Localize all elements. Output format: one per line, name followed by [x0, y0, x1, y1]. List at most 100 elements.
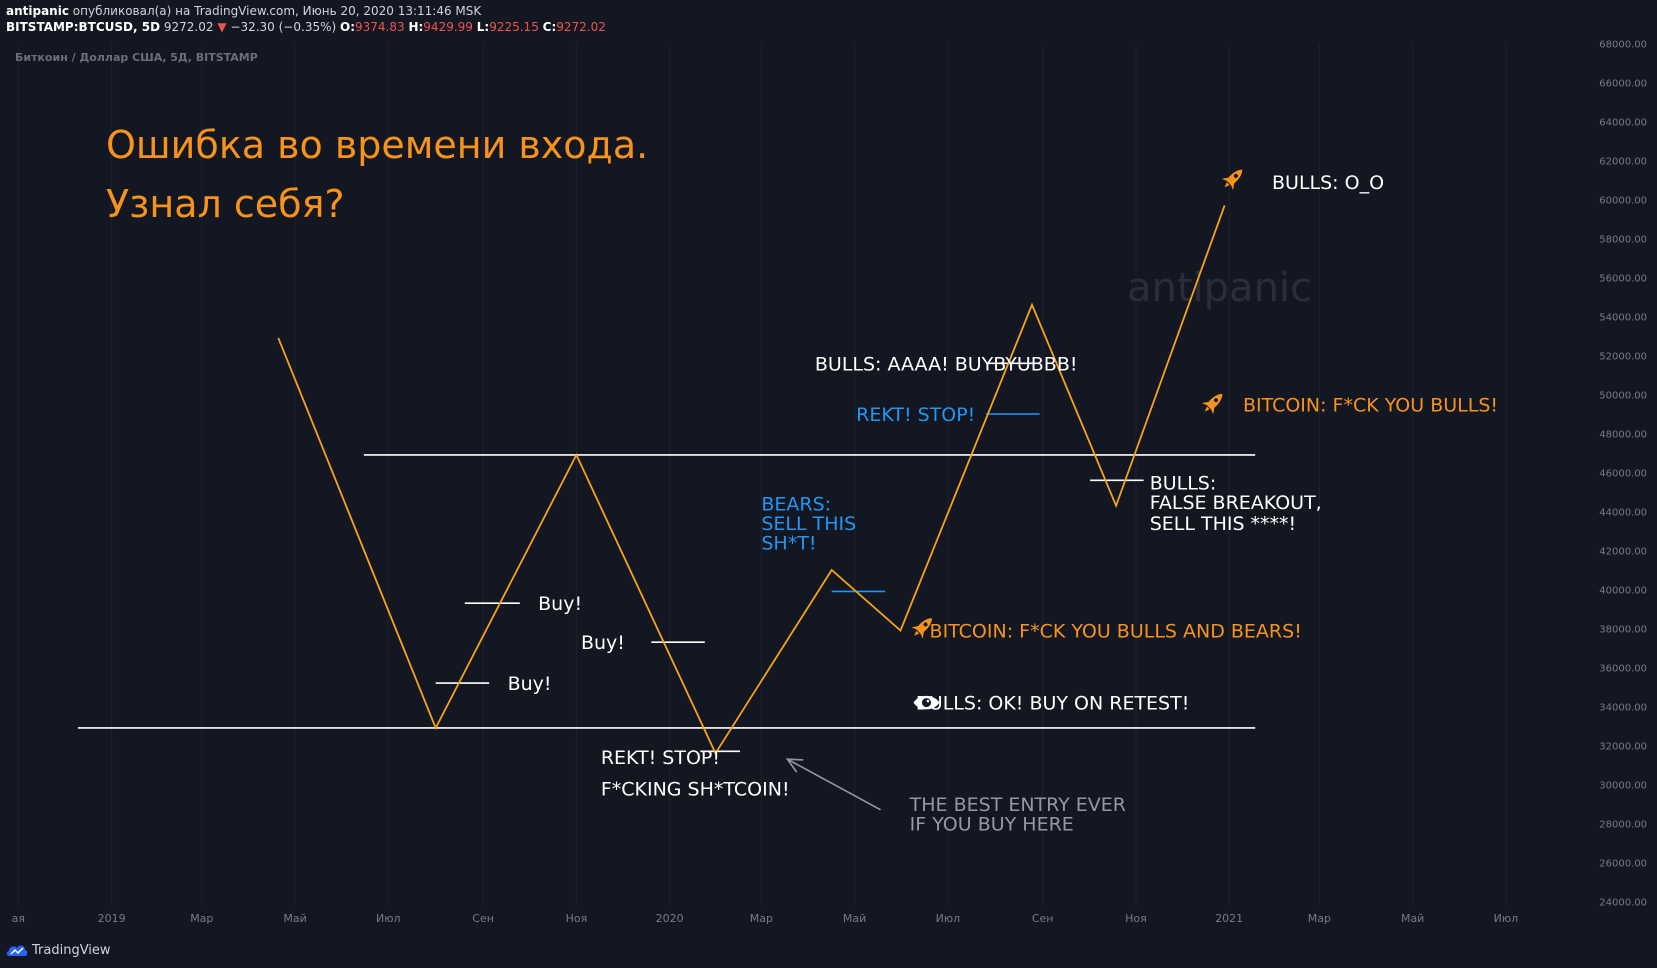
- rocket-flame: [1204, 406, 1210, 412]
- open-label: O:: [340, 20, 355, 34]
- eye-pupil: [921, 698, 931, 708]
- x-tick-label: Ноя: [566, 912, 588, 925]
- price-change: −32.30 (−0.35%): [230, 20, 337, 34]
- rocket-fin: [911, 625, 925, 639]
- arrow-head: [785, 758, 804, 773]
- y-tick-label: 68000.00: [1599, 40, 1647, 51]
- high-label: H:: [408, 20, 424, 34]
- y-tick-label: 62000.00: [1599, 157, 1647, 168]
- low-label: L:: [476, 20, 490, 34]
- price-line: [277, 205, 1226, 756]
- annotation-text: THE BEST ENTRY EVER: [909, 794, 1126, 816]
- annotation-text: SH*T!: [761, 533, 816, 555]
- y-tick-label: 64000.00: [1599, 118, 1647, 129]
- y-tick-label: 40000.00: [1599, 586, 1647, 597]
- x-tick-label: Мар: [190, 912, 213, 925]
- down-arrow-icon: ▼: [217, 20, 227, 34]
- y-tick-label: 52000.00: [1599, 352, 1647, 363]
- publication-line: antipanic опубликовал(а) на TradingView.…: [6, 4, 481, 18]
- rocket-fin: [1201, 401, 1215, 415]
- y-tick-label: 56000.00: [1599, 274, 1647, 285]
- headline-line-2: Узнал себя?: [106, 182, 345, 226]
- rocket-body: [1226, 169, 1243, 186]
- y-tick-label: 38000.00: [1599, 625, 1647, 636]
- close-value: 9272.02: [556, 20, 606, 34]
- rocket-fin: [1221, 177, 1235, 191]
- x-tick-label: 2020: [656, 912, 684, 925]
- close-label: C:: [542, 20, 557, 34]
- x-tick-label: Июл: [376, 912, 401, 925]
- x-tick-label: Мар: [1308, 912, 1331, 925]
- rocket-window: [1214, 398, 1219, 403]
- y-tick-label: 28000.00: [1599, 820, 1647, 831]
- annotation-text: REKT! STOP!: [601, 747, 720, 769]
- arrow-shaft: [786, 758, 881, 811]
- y-tick-label: 30000.00: [1599, 781, 1647, 792]
- x-tick-label: Сен: [472, 912, 494, 925]
- y-tick-label: 34000.00: [1599, 703, 1647, 714]
- x-tick-label: 2019: [98, 912, 126, 925]
- annotation-text: BULLS: O_O: [1272, 172, 1384, 194]
- annotation-text: Buy!: [508, 673, 552, 695]
- y-tick-label: 46000.00: [1599, 469, 1647, 480]
- annotation-text: BEARS:: [761, 494, 831, 516]
- ohlc-line: BITSTAMP:BTCUSD, 5D 9272.02 ▼ −32.30 (−0…: [6, 20, 606, 34]
- high-value: 9429.99: [423, 20, 473, 34]
- tradingview-brand[interactable]: TradingView: [6, 939, 111, 961]
- y-tick-label: 36000.00: [1599, 664, 1647, 675]
- x-tick-label: Июл: [936, 912, 961, 925]
- annotation-text: Buy!: [538, 593, 582, 615]
- open-value: 9374.83: [355, 20, 405, 34]
- annotation-text: Buy!: [581, 632, 625, 654]
- published-text: опубликовал(а) на TradingView.com, Июнь …: [72, 4, 482, 18]
- symbol-label: BITSTAMP:BTCUSD, 5D: [6, 20, 161, 34]
- x-tick-label: Май: [843, 912, 866, 925]
- annotation-text: BULLS: OK! BUY ON RETEST!: [916, 693, 1190, 715]
- y-tick-label: 58000.00: [1599, 235, 1647, 246]
- y-tick-label: 50000.00: [1599, 391, 1647, 402]
- rocket-window: [923, 622, 928, 627]
- author-name[interactable]: antipanic: [6, 4, 69, 18]
- tradingview-logo-icon: [6, 945, 28, 956]
- x-tick-label: Май: [283, 912, 306, 925]
- watermark: antipanic: [1127, 265, 1312, 311]
- rocket-body: [1206, 393, 1223, 410]
- y-tick-label: 42000.00: [1599, 547, 1647, 558]
- annotation-text: SELL THIS: [761, 513, 856, 535]
- y-tick-label: 60000.00: [1599, 196, 1647, 207]
- annotation-text: REKT! STOP!: [856, 404, 975, 426]
- rocket-flame: [914, 630, 920, 636]
- levels: [77, 362, 1256, 753]
- rocket-flame: [1224, 182, 1230, 188]
- x-tick-label: Мар: [750, 912, 773, 925]
- annotation-text: SELL THIS ****!: [1150, 513, 1297, 535]
- annotation-text: BITCOIN: F*CK YOU BULLS!: [1243, 394, 1498, 416]
- eye-icon: [913, 695, 940, 710]
- last-price: 9272.02: [163, 20, 214, 34]
- x-tick-label: ая: [12, 912, 25, 925]
- y-tick-label: 44000.00: [1599, 508, 1647, 519]
- annotation-text: FALSE BREAKOUT,: [1150, 492, 1322, 514]
- rocket-icon: [1201, 393, 1223, 415]
- y-tick-label: 54000.00: [1599, 313, 1647, 324]
- y-tick-label: 48000.00: [1599, 430, 1647, 441]
- annotation-text: BITCOIN: F*CK YOU BULLS AND BEARS!: [930, 620, 1302, 642]
- annotation-text: BULLS:: [1150, 472, 1217, 494]
- brand-text: TradingView: [32, 942, 111, 958]
- x-tick-label: Май: [1401, 912, 1424, 925]
- x-tick-label: Ноя: [1125, 912, 1147, 925]
- annotation-text: F*CKING SH*TCOIN!: [601, 778, 790, 800]
- rocket-body: [916, 618, 932, 634]
- low-value: 9225.15: [489, 20, 539, 34]
- x-tick-label: 2021: [1215, 912, 1243, 925]
- y-tick-label: 66000.00: [1599, 79, 1647, 90]
- x-tick-label: Июл: [1494, 912, 1519, 925]
- headline-line-1: Ошибка во времени входа.: [106, 123, 648, 167]
- rocket-icon: [911, 618, 932, 639]
- y-tick-label: 26000.00: [1599, 859, 1647, 870]
- series: [277, 205, 1226, 756]
- axes: ая 2019 Мар Май Июл Сен Ноя 2020 Мар Май Июл Сен Ноя…: [12, 40, 1647, 926]
- grid: [17, 44, 1507, 905]
- eye-glint: [926, 699, 930, 703]
